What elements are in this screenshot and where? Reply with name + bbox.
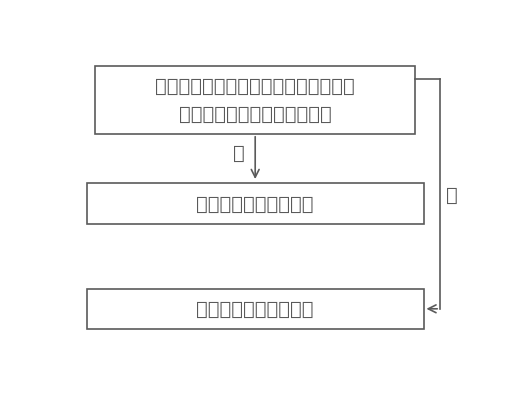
Text: 判断所述预浸带自动铺放装置的下一次: 判断所述预浸带自动铺放装置的下一次	[155, 77, 355, 96]
Bar	[87, 184, 423, 224]
Bar	[95, 67, 416, 135]
Text: 执行反向单层铺放指令: 执行反向单层铺放指令	[197, 300, 314, 318]
Text: 铺放状态是否为正向铺放状态: 铺放状态是否为正向铺放状态	[179, 105, 332, 124]
Text: 执行正向单层铺放指令: 执行正向单层铺放指令	[197, 194, 314, 213]
Text: 否: 否	[446, 185, 458, 204]
Text: 是: 是	[233, 144, 245, 162]
Bar	[87, 289, 423, 329]
